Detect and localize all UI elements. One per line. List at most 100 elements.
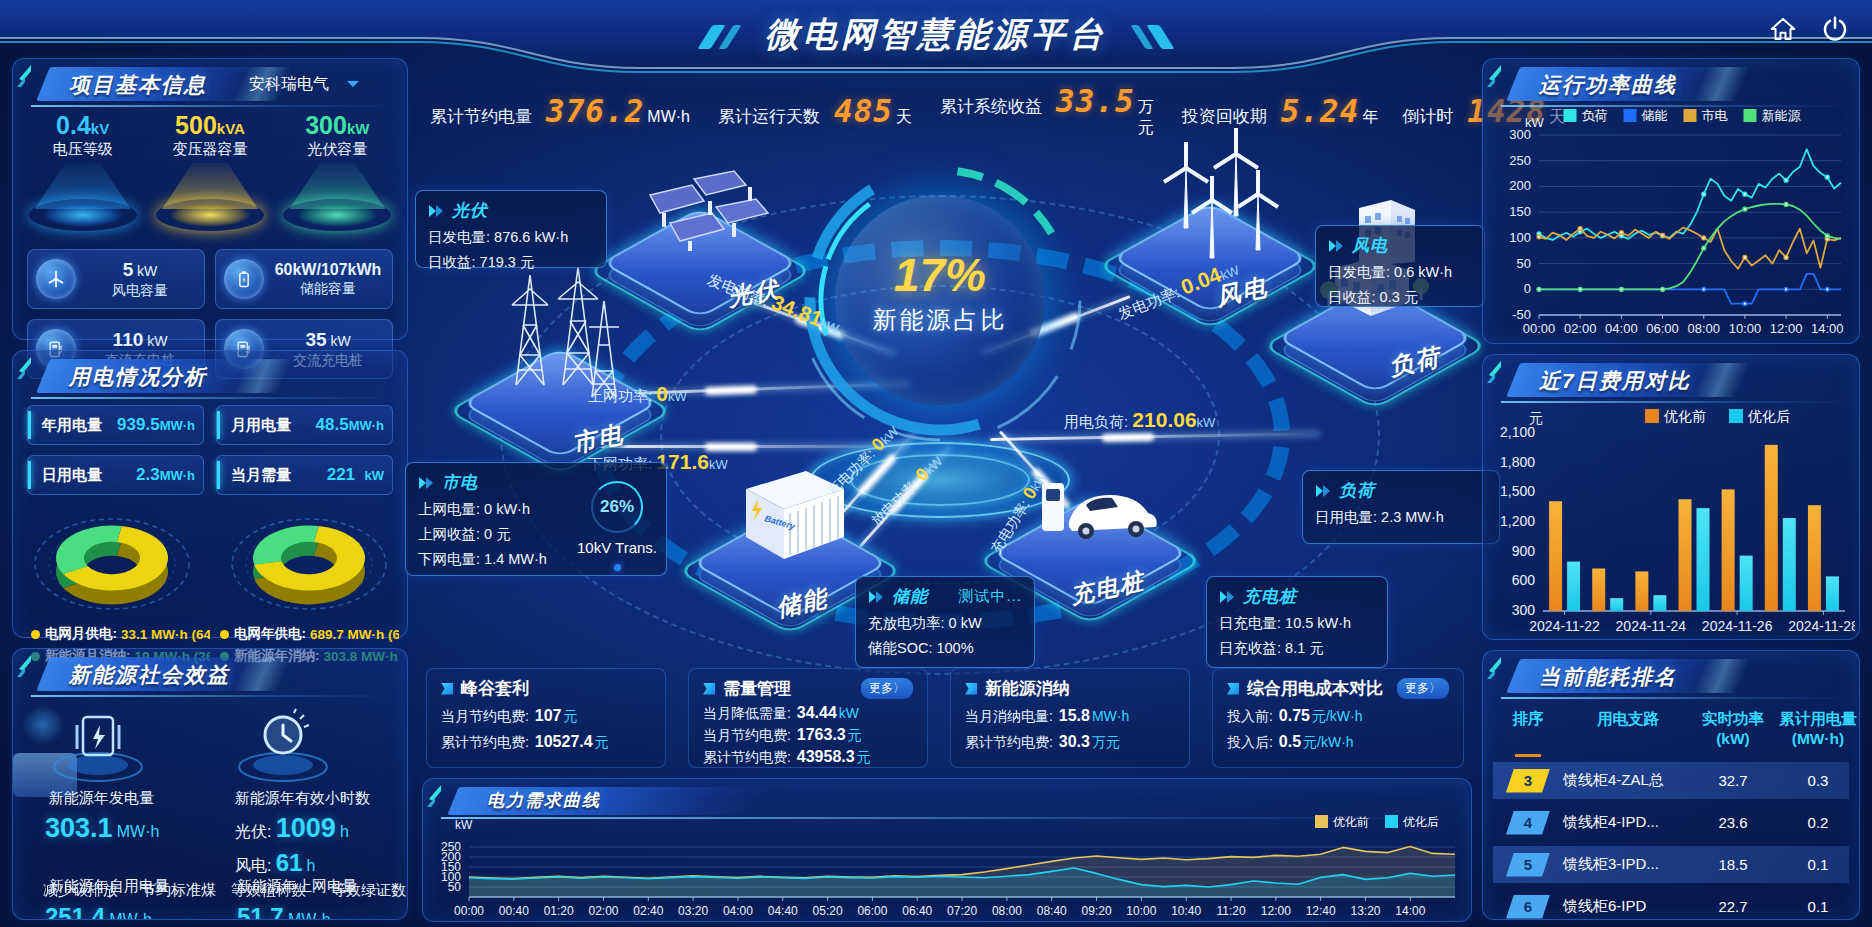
more-button[interactable]: 更多〉 <box>861 678 913 699</box>
svg-text:03:20: 03:20 <box>678 904 708 918</box>
svg-text:储能: 储能 <box>1642 108 1668 123</box>
card-wind-capacity: 5 kW风电容量 <box>27 249 205 309</box>
svg-text:14:00: 14:00 <box>1395 904 1425 918</box>
svg-text:09:20: 09:20 <box>1082 904 1112 918</box>
svg-text:200: 200 <box>1509 178 1531 193</box>
solar-panels-icon <box>630 157 780 277</box>
svg-text:00:00: 00:00 <box>1523 321 1556 336</box>
panel-social-benefit: 新能源社会效益 新能源年发电量 新能源年有效小时数 303.1 MW·h 光伏:… <box>12 648 408 920</box>
cost-chart: 3006009001,2001,5001,8002,1002024-11-222… <box>1487 399 1855 637</box>
box-renewable-consume: 新能源消纳 当月消纳电量: 15.8MW·h 累计节约电费: 30.3万元 <box>950 668 1190 768</box>
spotlight-pv-capacity: 300kW 光伏容量 <box>278 111 396 241</box>
microgrid-diagram: 17% 新能源占比 光伏 <box>408 120 1488 668</box>
wind-turbine-icon <box>36 259 76 299</box>
power-chart: -5005010015020025030000:0002:0004:0006:0… <box>1487 103 1855 341</box>
corner-icon <box>1485 61 1515 91</box>
panel-usage-analysis: 用电情况分析 年用电量939.5MW·h 月用电量48.5MW·h 日用电量2.… <box>12 350 408 638</box>
power-icon[interactable] <box>1820 14 1850 44</box>
svg-text:01:20: 01:20 <box>544 904 574 918</box>
svg-text:50: 50 <box>1517 256 1531 271</box>
svg-text:07:20: 07:20 <box>947 904 977 918</box>
svg-text:02:00: 02:00 <box>588 904 618 918</box>
box-peak-valley: 峰谷套利 当月节约电费: 107元 累计节约电费: 10527.4元 <box>426 668 666 768</box>
svg-text:市电: 市电 <box>1702 108 1728 123</box>
svg-text:150: 150 <box>1509 204 1531 219</box>
svg-text:2024-11-28: 2024-11-28 <box>1788 618 1855 634</box>
donut-year-supply <box>224 497 394 619</box>
more-button[interactable]: 更多〉 <box>1397 678 1449 699</box>
svg-text:05:20: 05:20 <box>813 904 843 918</box>
corner-icon <box>15 353 45 383</box>
svg-text:08:00: 08:00 <box>1687 321 1720 336</box>
panel-title: 新能源社会效益 <box>69 661 230 689</box>
svg-text:00:00: 00:00 <box>454 904 484 918</box>
chevron-down-icon[interactable] <box>347 81 359 93</box>
svg-text:100: 100 <box>1509 230 1531 245</box>
svg-text:08:00: 08:00 <box>992 904 1022 918</box>
svg-text:13:20: 13:20 <box>1350 904 1380 918</box>
company-dropdown[interactable]: 安科瑞电气 <box>249 74 329 95</box>
svg-text:04:00: 04:00 <box>1605 321 1638 336</box>
svg-text:12:00: 12:00 <box>1770 321 1803 336</box>
home-icon[interactable] <box>1768 14 1798 44</box>
infobox-pv: 光伏 日发电量: 876.6 kW·h 日收益: 719.3 元 <box>415 190 607 268</box>
svg-text:04:40: 04:40 <box>768 904 798 918</box>
ranking-row[interactable]: 3 馈线柜4-ZAL总 32.7 0.3 <box>1493 762 1849 799</box>
svg-text:02:00: 02:00 <box>1564 321 1597 336</box>
svg-text:1,200: 1,200 <box>1500 513 1535 529</box>
benefit-pv-hours: 光伏: 1009 h <box>235 813 349 844</box>
benefit-coal-label: 节约标准煤 <box>141 881 216 900</box>
panel-title: 近7日费用对比 <box>1539 367 1691 395</box>
spotlight-voltage: 0.4kV 电压等级 <box>24 111 142 241</box>
svg-text:08:40: 08:40 <box>1037 904 1067 918</box>
ranking-row[interactable]: 6 馈线柜6-IPD 22.7 0.1 <box>1493 888 1849 919</box>
benefit-self-value: 251.4 MW·h <box>45 903 152 919</box>
renewable-percent: 17% 新能源占比 <box>835 248 1045 336</box>
box-demand-mgmt: 需量管理更多〉 当月降低需量: 34.44kW 当月节约电费: 1763.3元 … <box>688 668 928 768</box>
corner-icon <box>15 61 45 91</box>
svg-text:元: 元 <box>1529 410 1543 426</box>
benefit-wind-hours: 风电: 61 h <box>235 849 315 877</box>
ranking-header: 排序 用电支路 实时功率(kW) 累计用电量(MW·h) <box>1493 709 1849 748</box>
ranking-row[interactable]: 4 馈线柜4-IPD... 23.6 0.2 <box>1493 804 1849 841</box>
ranking-row[interactable]: 5 馈线柜3-IPD... 18.5 0.1 <box>1493 846 1849 883</box>
svg-text:优化前: 优化前 <box>1663 408 1706 424</box>
svg-text:2024-11-24: 2024-11-24 <box>1616 618 1687 634</box>
demand-chart: 5010015020025000:0000:4001:2002:0002:400… <box>429 813 1465 919</box>
transformer-load-ratio: 26% 10kV Trans. <box>572 481 662 571</box>
node-pv: 光伏 <box>620 175 780 335</box>
benefit-gen-value: 303.1 MW·h <box>45 813 159 844</box>
panel-title: 电力需求曲线 <box>487 789 601 812</box>
box-cost-compare: 综合用电成本对比更多〉 投入前: 0.75元/kW·h 投入后: 0.5元/kW… <box>1212 668 1464 768</box>
corner-icon <box>15 651 45 681</box>
svg-text:kW: kW <box>455 818 473 832</box>
svg-text:250: 250 <box>441 840 461 854</box>
corner-icon <box>1485 653 1515 683</box>
svg-text:2,100: 2,100 <box>1500 424 1535 440</box>
svg-text:优化后: 优化后 <box>1403 815 1439 829</box>
panel-title-banner: 项目基本信息 安科瑞电气 <box>21 65 399 103</box>
svg-text:优化前: 优化前 <box>1333 815 1369 829</box>
svg-text:02:40: 02:40 <box>633 904 663 918</box>
svg-text:00:40: 00:40 <box>499 904 529 918</box>
stat-day-usage: 日用电量2.3MW·h <box>27 455 204 495</box>
panel-project-info: 项目基本信息 安科瑞电气 0.4kV 电压等级 500kVA 变压器容量 300… <box>12 58 408 340</box>
conn-load-power: 用电负荷: 210.06kW <box>1064 408 1215 432</box>
node-storage: () Battery 储能 <box>710 475 870 635</box>
svg-text:06:00: 06:00 <box>857 904 887 918</box>
svg-text:10:00: 10:00 <box>1729 321 1762 336</box>
infobox-storage: 储能测试中... 充放电功率: 0 kW 储能SOC: 100% <box>855 576 1035 668</box>
svg-text:14:00: 14:00 <box>1811 321 1844 336</box>
stat-year-usage: 年用电量939.5MW·h <box>27 405 204 445</box>
generation-icon <box>43 705 153 785</box>
svg-text:新能源: 新能源 <box>1762 108 1802 123</box>
svg-text:06:40: 06:40 <box>902 904 932 918</box>
battery-icon <box>224 259 264 299</box>
infobox-load: 负荷 日用电量: 2.3 MW·h <box>1302 470 1500 544</box>
wind-turbines-icon <box>1138 108 1288 278</box>
svg-text:10:00: 10:00 <box>1126 904 1156 918</box>
ev-charger-icon <box>1020 447 1170 557</box>
panel-power-curve: 运行功率曲线 -5005010015020025030000:0002:0004… <box>1482 58 1860 344</box>
svg-text:250: 250 <box>1509 153 1531 168</box>
panel-demand-curve: 电力需求曲线 5010015020025000:0000:4001:2002:0… <box>422 778 1472 922</box>
